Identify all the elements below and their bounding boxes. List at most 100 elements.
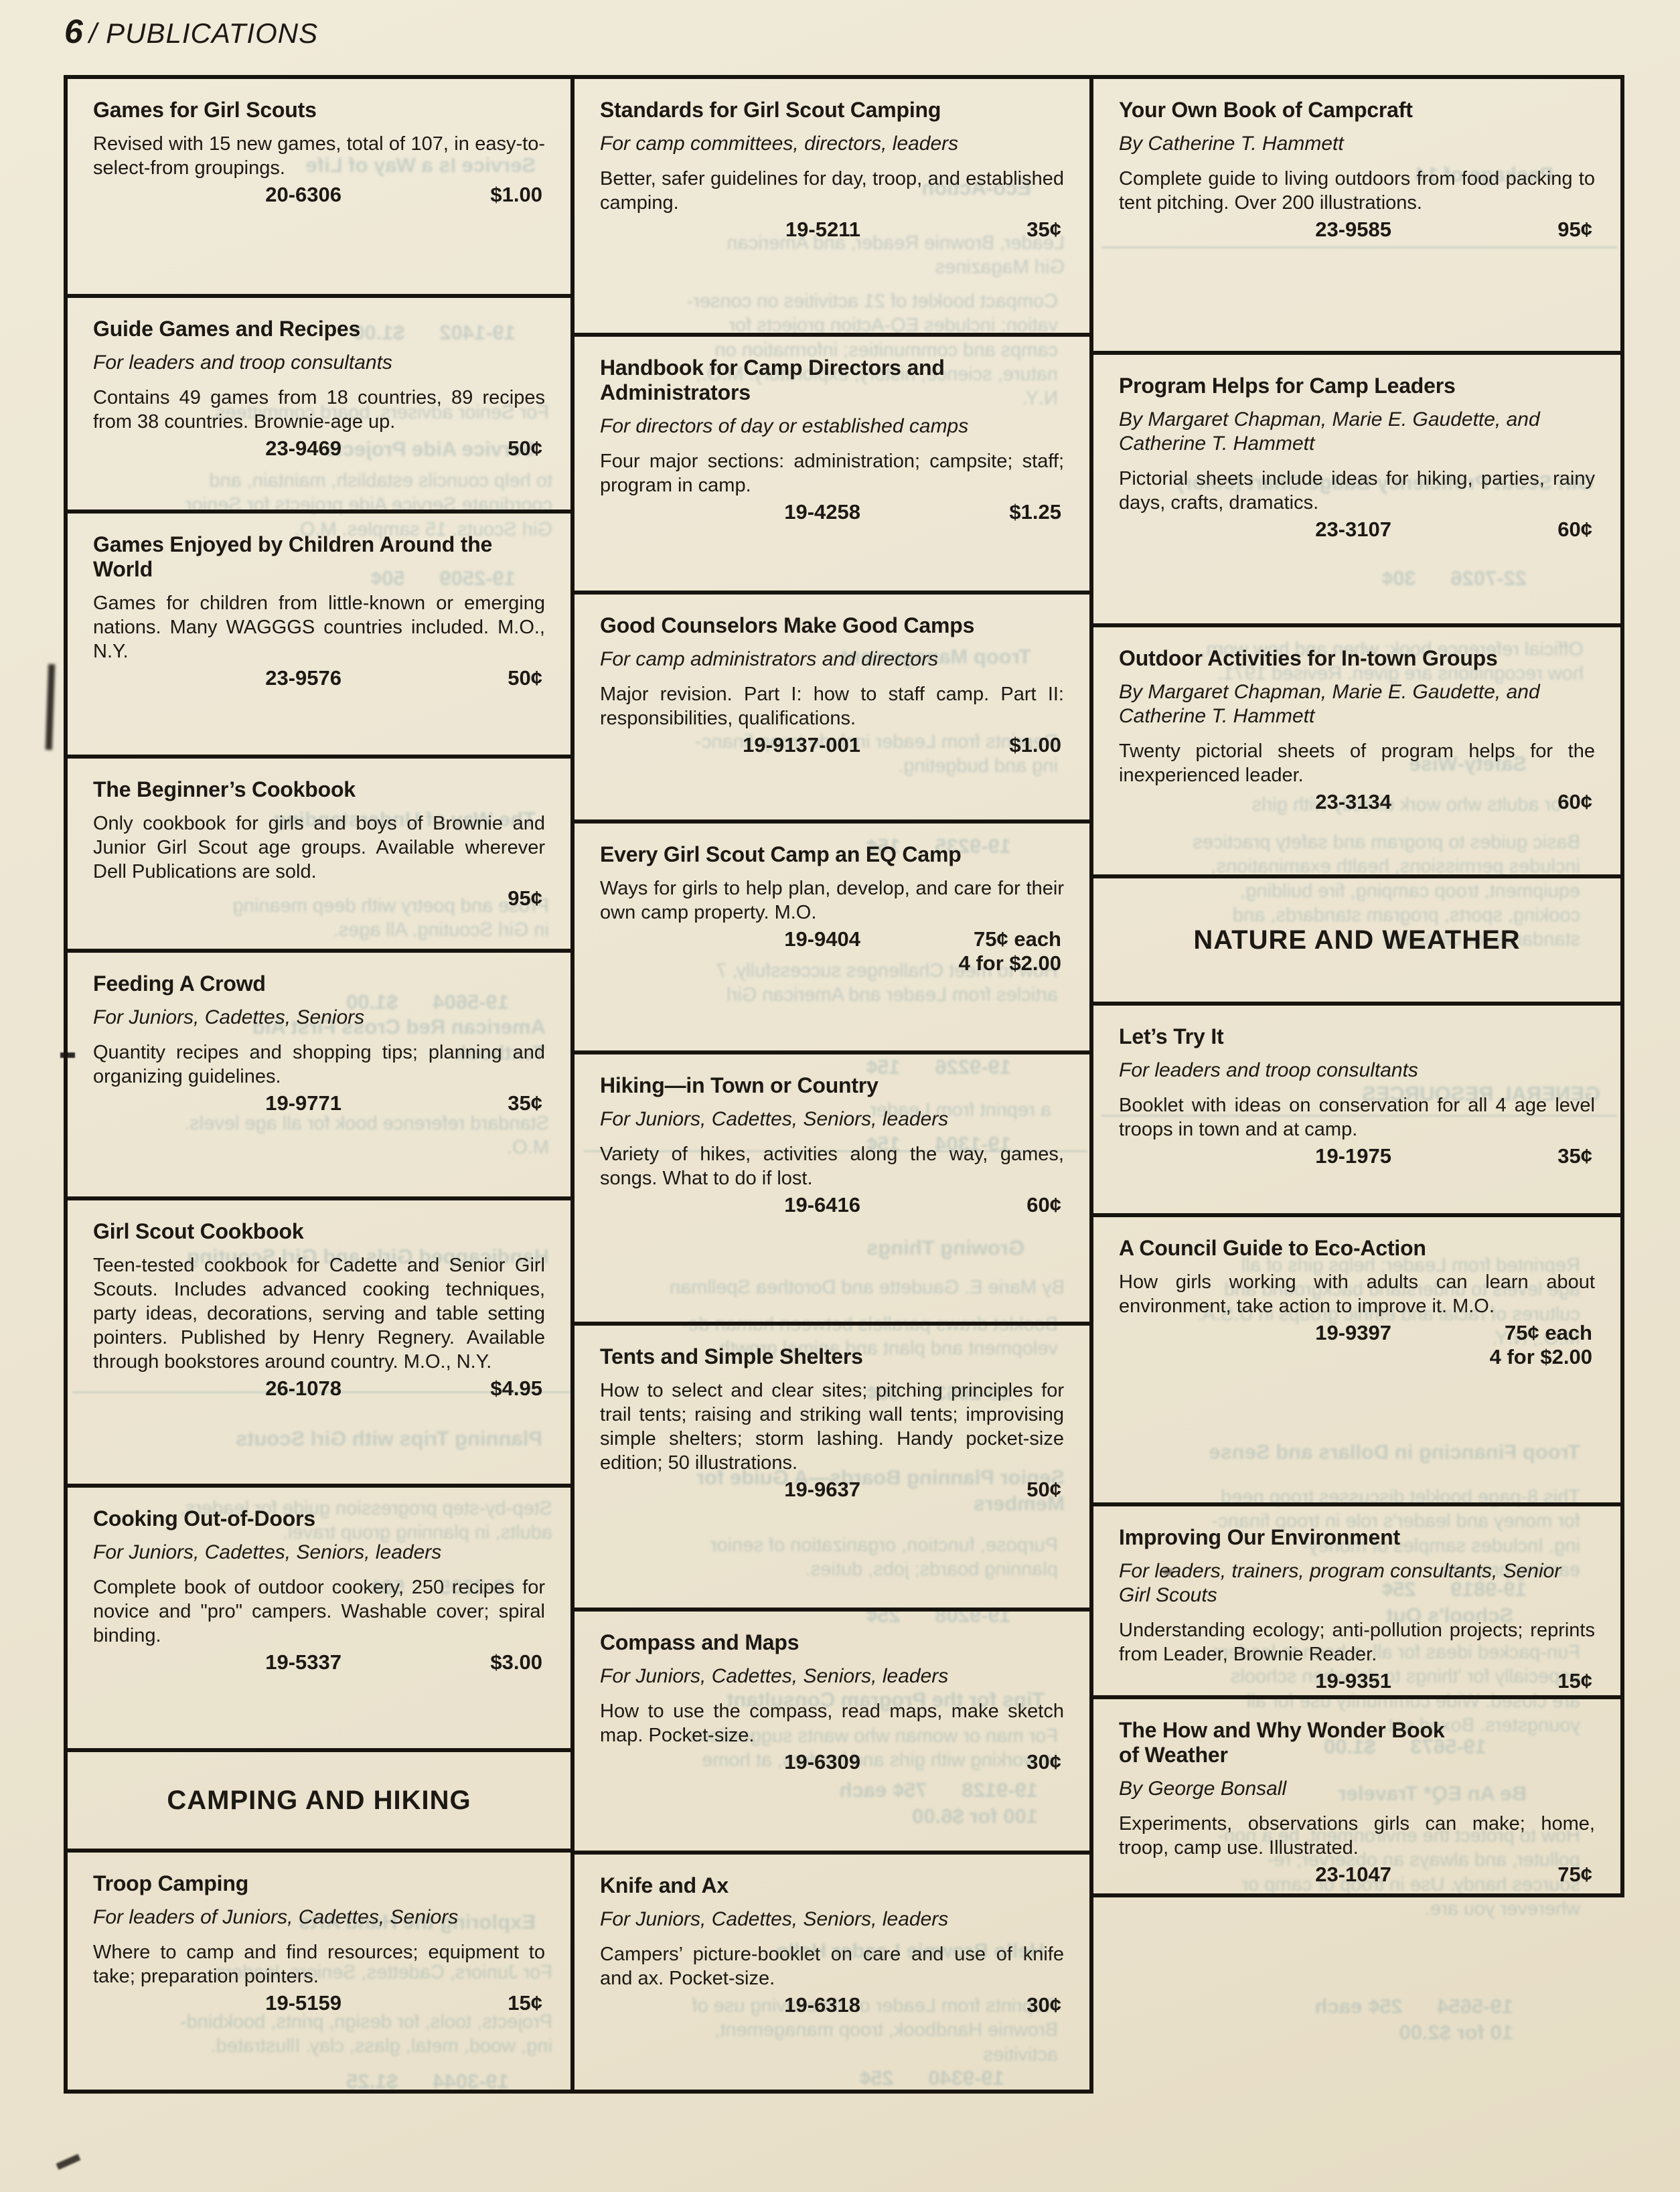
entry-price: 15¢ [508, 1991, 542, 2015]
entry-title: A Council Guide to Eco-Action [1119, 1236, 1426, 1260]
entry-title: Good Counselors Make Good Camps [600, 613, 975, 637]
entry-audience: By Margaret Chapman, Marie E. Gaudette, … [1119, 408, 1540, 455]
entry-order-line: 19-9404 75¢ each 4 for $2.00 [600, 927, 1064, 975]
entry-description: Complete book of outdoor cookery, 250 re… [93, 1577, 545, 1646]
bleed-through-rule [1101, 246, 1617, 248]
entry-price: $1.00 [1009, 733, 1061, 757]
entry-catalog-number: 19-5337 [265, 1650, 341, 1674]
entry-title: Standards for Girl Scout Camping [600, 98, 941, 122]
entry-audience: For Juniors, Cadettes, Seniors, leaders [600, 1108, 949, 1130]
scan-artifact [1163, 1569, 1173, 1575]
catalog-entry: Games Enjoyed by Children Around the Wor… [68, 514, 570, 759]
entry-description: Campers’ picture-booklet on care and use… [600, 1944, 1064, 1989]
entry-order-line: 20-6306 $1.00 [93, 183, 545, 207]
catalog-entry: Tents and Simple Shelters How to select … [575, 1326, 1089, 1612]
entry-price: $4.95 [490, 1377, 542, 1400]
catalog-column-3: Your Own Book of Campcraft By Catherine … [1093, 79, 1624, 1897]
entry-description: Understanding ecology; anti-pollution pr… [1119, 1620, 1595, 1665]
entry-title: Hiking—in Town or Country [600, 1073, 879, 1097]
entry-catalog-number: 26-1078 [265, 1377, 341, 1400]
entry-description: How to select and clear sites; pitching … [600, 1380, 1064, 1474]
entry-order-line: 19-5337 $3.00 [93, 1650, 545, 1674]
catalog-entry: Program Helps for Camp Leaders By Margar… [1093, 355, 1620, 627]
entry-price: 75¢ [1557, 1863, 1592, 1886]
page-number: 6 [64, 13, 84, 50]
page-header: 6/ PUBLICATIONS [64, 12, 318, 51]
catalog-entry: Outdoor Activities for In-town Groups By… [1093, 627, 1620, 878]
entry-price: $3.00 [490, 1650, 542, 1674]
entry-order-line: 19-9397 75¢ each 4 for $2.00 [1119, 1321, 1595, 1369]
entry-description: Ways for girls to help plan, develop, an… [600, 878, 1064, 923]
entry-audience: For leaders and troop consultants [93, 351, 392, 374]
entry-order-line: 19-4258 $1.25 [600, 500, 1064, 524]
catalog-entry: Handbook for Camp Directors and Administ… [575, 337, 1089, 595]
entry-title: Feeding A Crowd [93, 971, 266, 996]
bleed-through-rule [1101, 1115, 1617, 1117]
entry-catalog-number: 19-9771 [265, 1091, 341, 1115]
entry-price: 60¢ [1557, 790, 1592, 813]
entry-order-line: 23-1047 75¢ [1119, 1863, 1595, 1887]
entry-order-line: 23-9585 95¢ [1119, 218, 1595, 242]
entry-catalog-number: 19-9637 [784, 1478, 860, 1501]
entry-title: The Beginner’s Cookbook [93, 777, 356, 801]
catalog-entry: Good Counselors Make Good Camps For camp… [575, 595, 1089, 824]
section-header: NATURE AND WEATHER [1093, 878, 1620, 1006]
entry-order-line: 19-9137-001 $1.00 [600, 733, 1064, 757]
entry-audience: For Juniors, Cadettes, Seniors, leaders [93, 1541, 442, 1563]
entry-catalog-number: 19-9404 [784, 927, 860, 951]
entry-audience: For camp committees, directors, leaders [600, 133, 959, 155]
entry-title: Let’s Try It [1119, 1024, 1224, 1048]
entry-audience: By George Bonsall [1119, 1778, 1287, 1800]
entry-description: Complete guide to living outdoors from f… [1119, 168, 1595, 214]
entry-order-line: 19-9351 15¢ [1119, 1669, 1595, 1693]
catalog-entry: The Beginner’s Cookbook Only cookbook fo… [68, 759, 570, 953]
entry-audience: For Juniors, Cadettes, Seniors [93, 1006, 365, 1028]
entry-catalog-number: 19-9351 [1315, 1669, 1391, 1693]
entry-title: Tents and Simple Shelters [600, 1344, 863, 1368]
entry-description: Twenty pictorial sheets of program helps… [1119, 740, 1595, 786]
entry-description: Games for children from little-known or … [93, 593, 545, 662]
entry-description: Where to camp and find resources; equipm… [93, 1942, 545, 1987]
entry-catalog-number: 23-9576 [265, 666, 341, 690]
entry-price: 30¢ [1026, 1750, 1061, 1774]
entry-price: 35¢ [508, 1091, 542, 1115]
entry-title: Every Girl Scout Camp an EQ Camp [600, 842, 962, 866]
catalog-entry: A Council Guide to Eco-Action How girls … [1093, 1217, 1620, 1506]
entry-catalog-number: 19-9137-001 [743, 733, 860, 757]
entry-order-line: 19-5211 35¢ [600, 218, 1064, 242]
entry-description: Pictorial sheets include ideas for hikin… [1119, 468, 1595, 514]
entry-audience: For Juniors, Cadettes, Seniors, leaders [600, 1665, 949, 1687]
entry-order-line: 26-1078 $4.95 [93, 1377, 545, 1401]
entry-description: Variety of hikes, activities along the w… [600, 1144, 1064, 1189]
bleed-through-rule [72, 1391, 571, 1393]
entry-catalog-number: 19-5211 [785, 218, 860, 241]
entry-title: Troop Camping [93, 1871, 249, 1895]
entry-price: 35¢ [1026, 218, 1061, 241]
entry-title: Compass and Maps [600, 1630, 799, 1654]
entry-description: Quantity recipes and shopping tips; plan… [93, 1042, 545, 1087]
entry-catalog-number: 23-1047 [1315, 1863, 1391, 1886]
entry-price: $1.00 [490, 183, 542, 206]
catalog-entry: Standards for Girl Scout Camping For cam… [575, 79, 1089, 337]
catalog-entry: Guide Games and Recipes For leaders and … [68, 298, 570, 514]
entry-catalog-number: 19-6416 [784, 1193, 860, 1217]
entry-description: Experiments, observations girls can make… [1119, 1813, 1595, 1859]
entry-catalog-number: 23-3134 [1315, 790, 1391, 813]
catalog-entry: Cooking Out-of-Doors For Juniors, Cadett… [68, 1488, 570, 1752]
entry-order-line: 19-6416 60¢ [600, 1193, 1064, 1217]
catalog-entry: Games for Girl Scouts Revised with 15 ne… [68, 79, 570, 298]
entry-order-line: 19-5159 15¢ [93, 1991, 545, 2015]
catalog-entry: Your Own Book of Campcraft By Catherine … [1093, 79, 1620, 355]
entry-price: 60¢ [1026, 1193, 1061, 1217]
entry-description: Four major sections: administration; cam… [600, 451, 1064, 496]
entry-audience: For directors of day or established camp… [600, 415, 969, 437]
catalog-column-2: Standards for Girl Scout Camping For cam… [575, 79, 1093, 2094]
entry-audience: By Catherine T. Hammett [1119, 133, 1344, 155]
entry-title: Girl Scout Cookbook [93, 1219, 304, 1243]
entry-catalog-number: 19-5159 [265, 1991, 341, 2015]
entry-catalog-number: 19-1975 [1315, 1144, 1391, 1168]
entry-price: 50¢ [508, 437, 542, 460]
section-label: NATURE AND WEATHER [1193, 925, 1521, 955]
